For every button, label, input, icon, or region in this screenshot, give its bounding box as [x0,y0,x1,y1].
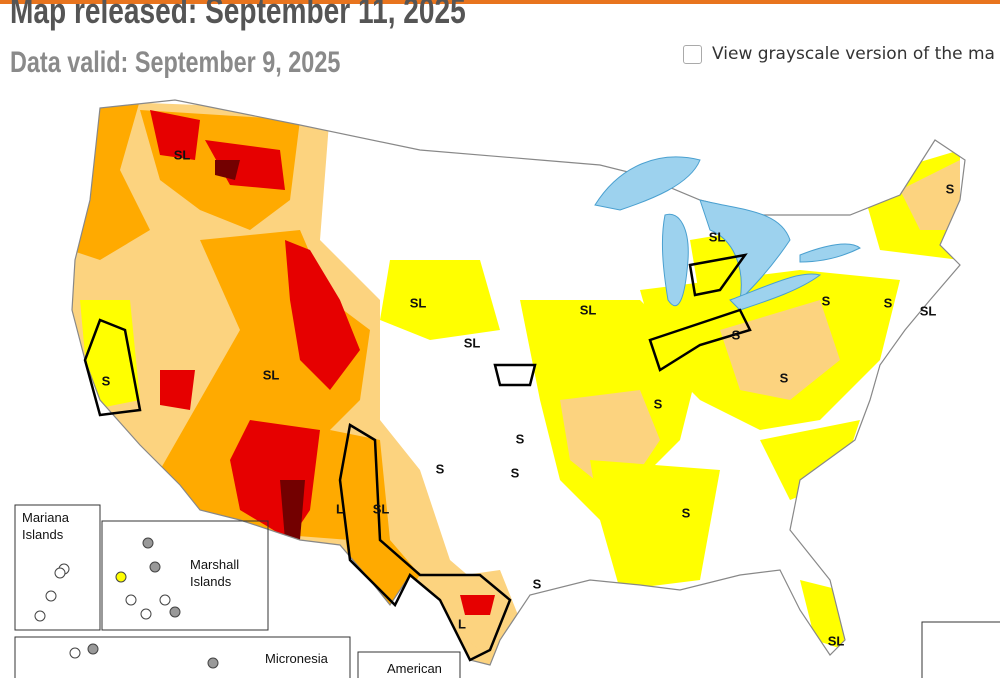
impact-label: L [458,616,466,631]
subtitle: Data valid: September 9, 2025 [10,46,341,79]
title: Map released: September 11, 2025 [10,0,466,31]
inset-label: Micronesia [265,651,328,666]
impact-label: SL [580,302,597,317]
impact-label: SL [410,295,427,310]
inset-label: Mariana Islands [22,510,69,542]
impact-label: L [336,501,344,516]
impact-label: S [682,505,691,520]
impact-label: SL [263,367,280,382]
toggle-label[interactable]: View grayscale version of the ma [712,44,995,64]
checkbox[interactable] [683,44,702,64]
impact-label: S [732,327,741,342]
great-lakes [594,156,861,311]
impact-label: SL [920,303,937,318]
impact-label: SL [174,147,191,162]
island-markers [34,537,219,669]
impact-label: S [780,370,789,385]
impact-label: S [654,396,663,411]
impact-label: S [946,181,955,196]
inset-boxes [14,504,1000,678]
impact-label: S [884,295,893,310]
impact-label: S [511,465,520,480]
inset-label: American [387,661,442,676]
impact-label: SL [709,229,726,244]
impact-label: SL [464,335,481,350]
impact-label: SL [373,501,390,516]
inset-label: Marshall Islands [190,557,240,589]
impact-label: S [436,461,445,476]
grayscale-toggle[interactable]: View grayscale version of the ma [683,44,995,64]
impact-label: SL [828,633,845,648]
impact-boundaries [83,253,752,662]
impact-label: S [533,576,542,591]
impact-label: S [102,373,111,388]
impact-label: S [822,293,831,308]
impact-label: S [516,431,525,446]
top-bar [0,0,1000,4]
